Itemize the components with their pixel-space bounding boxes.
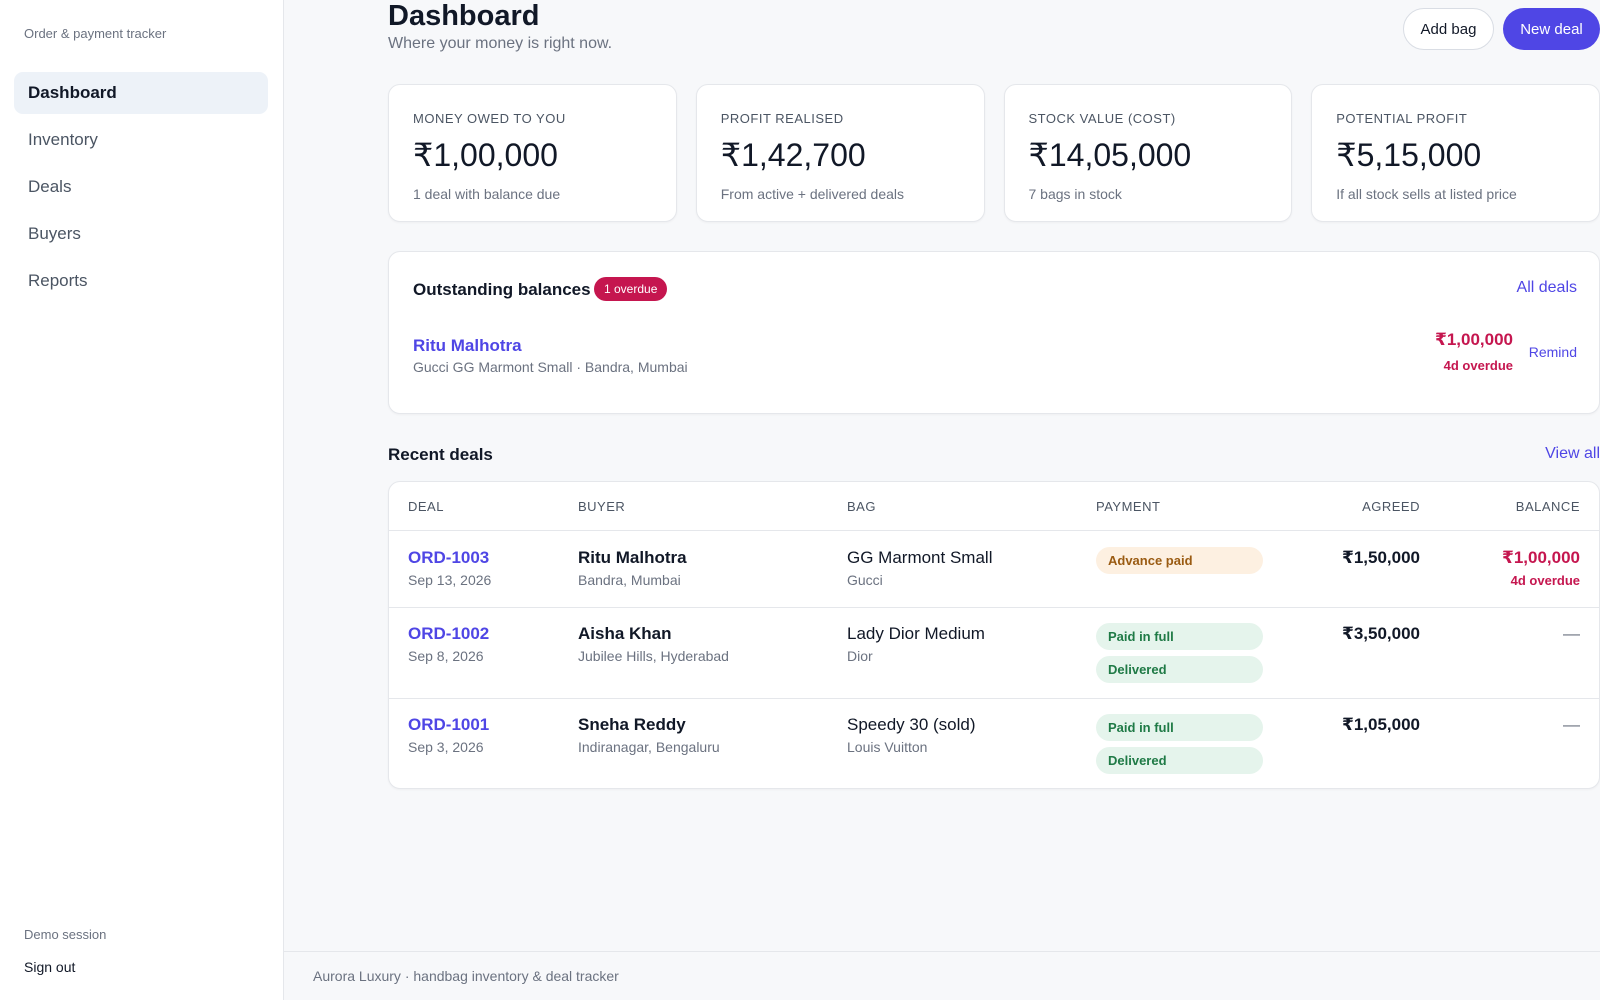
balance-amount: — bbox=[1563, 715, 1580, 734]
sidebar: Order & payment tracker Dashboard Invent… bbox=[0, 0, 284, 1000]
table-row[interactable]: ORD-1003 Sep 13, 2026 Ritu Malhotra Band… bbox=[389, 531, 1599, 608]
overdue-badge: 1 overdue bbox=[594, 277, 668, 301]
stat-card-stock-value: STOCK VALUE (COST) ₹14,05,000 7 bags in … bbox=[1003, 84, 1293, 222]
outstanding-buyer-link[interactable]: Ritu Malhotra bbox=[413, 336, 522, 355]
deal-id-link[interactable]: ORD-1002 bbox=[408, 624, 490, 643]
deal-id-link[interactable]: ORD-1001 bbox=[408, 715, 490, 734]
stat-cards: MONEY OWED TO YOU ₹1,00,000 1 deal with … bbox=[388, 84, 1600, 222]
balance-amount: ₹1,00,000 bbox=[1501, 548, 1580, 567]
deal-id-link[interactable]: ORD-1003 bbox=[408, 548, 490, 567]
balance-overdue-note: 4d overdue bbox=[1510, 573, 1580, 588]
delivery-status-badge: Delivered bbox=[1096, 656, 1263, 683]
app-tagline: Order & payment tracker bbox=[24, 26, 167, 41]
sidebar-item-inventory[interactable]: Inventory bbox=[28, 130, 98, 149]
page-subtitle: Where your money is right now. bbox=[388, 35, 613, 52]
page-title: Dashboard bbox=[388, 0, 540, 32]
stat-label: PROFIT REALISED bbox=[720, 111, 844, 126]
remind-button[interactable]: Remind bbox=[1528, 344, 1577, 360]
sign-out-link[interactable]: Sign out bbox=[24, 959, 76, 975]
stat-value: ₹1,00,000 bbox=[413, 137, 558, 173]
sidebar-item-reports[interactable]: Reports bbox=[28, 271, 88, 290]
deal-date: Sep 13, 2026 bbox=[408, 572, 492, 588]
bag-brand: Gucci bbox=[847, 572, 883, 588]
outstanding-overdue-note: 4d overdue bbox=[1443, 358, 1513, 373]
outstanding-title: Outstanding balances bbox=[413, 280, 591, 299]
recent-deals-table: DEAL BUYER BAG PAYMENT AGREED BALANCE OR… bbox=[388, 481, 1600, 789]
bag-brand: Louis Vuitton bbox=[847, 739, 928, 755]
stat-label: MONEY OWED TO YOU bbox=[413, 111, 566, 126]
bag-name: Speedy 30 (sold) bbox=[847, 715, 976, 734]
add-bag-button[interactable]: Add bag bbox=[1403, 8, 1494, 50]
stat-value: ₹14,05,000 bbox=[1028, 137, 1192, 173]
delivery-status-badge: Delivered bbox=[1096, 747, 1263, 774]
sidebar-item-deals[interactable]: Deals bbox=[28, 177, 72, 196]
column-header-deal: DEAL bbox=[408, 499, 444, 514]
column-header-agreed: AGREED bbox=[1362, 499, 1420, 514]
view-all-link[interactable]: View all bbox=[1545, 445, 1600, 462]
buyer-name: Aisha Khan bbox=[578, 624, 672, 643]
balance-amount: — bbox=[1563, 624, 1580, 643]
table-row[interactable]: ORD-1002 Sep 8, 2026 Aisha Khan Jubilee … bbox=[389, 608, 1599, 699]
stat-note: 1 deal with balance due bbox=[413, 186, 561, 202]
payment-status-badge: Paid in full bbox=[1096, 714, 1263, 741]
column-header-payment: PAYMENT bbox=[1096, 499, 1161, 514]
deal-date: Sep 8, 2026 bbox=[408, 648, 484, 664]
buyer-name: Sneha Reddy bbox=[578, 715, 686, 734]
stat-label: STOCK VALUE (COST) bbox=[1028, 111, 1176, 126]
footer-text: Aurora Luxury · handbag inventory & deal… bbox=[313, 968, 619, 984]
agreed-amount: ₹1,05,000 bbox=[1341, 715, 1420, 734]
sidebar-item-dashboard[interactable]: Dashboard bbox=[14, 72, 268, 114]
outstanding-balances-card: Outstanding balances 1 overdue All deals… bbox=[388, 251, 1600, 414]
sidebar-nav: Dashboard Inventory Deals Buyers Reports bbox=[14, 72, 268, 307]
bag-brand: Dior bbox=[847, 648, 873, 664]
stat-card-profit-realised: PROFIT REALISED ₹1,42,700 From active + … bbox=[695, 84, 985, 222]
payment-status-badge: Advance paid bbox=[1096, 547, 1263, 574]
buyer-location: Bandra, Mumbai bbox=[578, 572, 681, 588]
table-row[interactable]: ORD-1001 Sep 3, 2026 Sneha Reddy Indiran… bbox=[389, 699, 1599, 788]
bag-name: GG Marmont Small bbox=[847, 548, 993, 567]
deal-date: Sep 3, 2026 bbox=[408, 739, 484, 755]
column-header-balance: BALANCE bbox=[1515, 499, 1580, 514]
new-deal-button[interactable]: New deal bbox=[1503, 8, 1600, 50]
outstanding-detail: Gucci GG Marmont Small · Bandra, Mumbai bbox=[413, 359, 688, 375]
stat-value: ₹1,42,700 bbox=[720, 137, 866, 173]
table-header: DEAL BUYER BAG PAYMENT AGREED BALANCE bbox=[389, 482, 1599, 531]
stat-card-money-owed: MONEY OWED TO YOU ₹1,00,000 1 deal with … bbox=[388, 84, 677, 222]
column-header-bag: BAG bbox=[847, 499, 876, 514]
stat-label: POTENTIAL PROFIT bbox=[1336, 111, 1468, 126]
bag-name: Lady Dior Medium bbox=[847, 624, 985, 643]
recent-deals-title: Recent deals bbox=[388, 445, 493, 464]
sidebar-item-buyers[interactable]: Buyers bbox=[28, 224, 81, 243]
page-footer: Aurora Luxury · handbag inventory & deal… bbox=[284, 951, 1600, 1000]
stat-note: If all stock sells at listed price bbox=[1336, 186, 1517, 202]
all-deals-link[interactable]: All deals bbox=[1516, 279, 1577, 296]
column-header-buyer: BUYER bbox=[578, 499, 626, 514]
session-label: Demo session bbox=[24, 927, 107, 942]
agreed-amount: ₹1,50,000 bbox=[1341, 548, 1420, 567]
outstanding-amount: ₹1,00,000 bbox=[1434, 330, 1513, 349]
stat-note: 7 bags in stock bbox=[1028, 186, 1122, 202]
agreed-amount: ₹3,50,000 bbox=[1341, 624, 1420, 643]
buyer-location: Jubilee Hills, Hyderabad bbox=[578, 648, 729, 664]
payment-status-badge: Paid in full bbox=[1096, 623, 1263, 650]
stat-value: ₹5,15,000 bbox=[1336, 137, 1482, 173]
stat-note: From active + delivered deals bbox=[720, 186, 905, 202]
buyer-location: Indiranagar, Bengaluru bbox=[578, 739, 720, 755]
stat-card-potential-profit: POTENTIAL PROFIT ₹5,15,000 If all stock … bbox=[1311, 84, 1600, 222]
buyer-name: Ritu Malhotra bbox=[578, 548, 687, 567]
